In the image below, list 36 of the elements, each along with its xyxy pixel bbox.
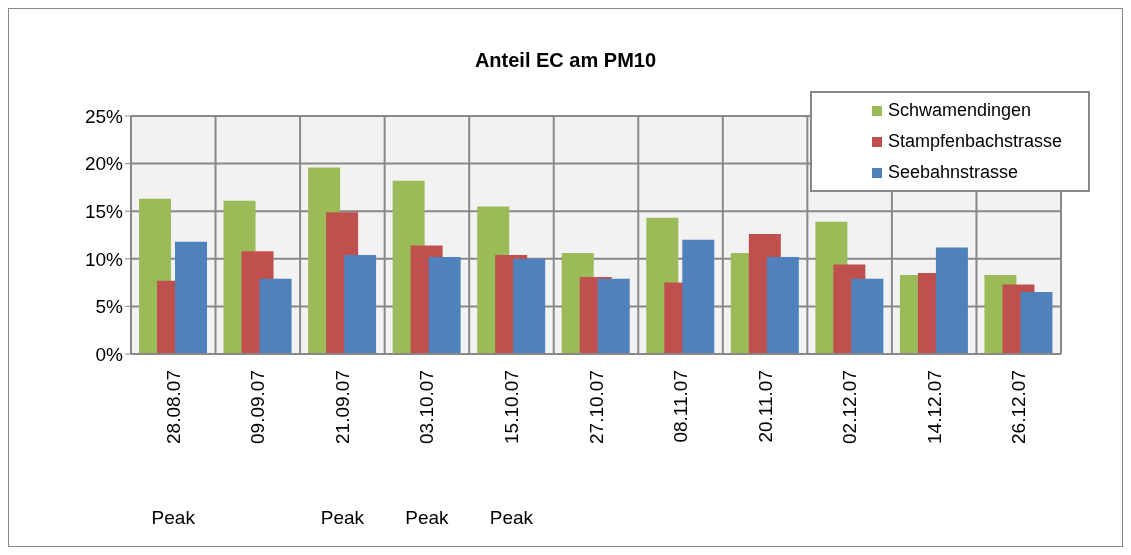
y-tick-label: 15% [84,200,124,222]
x-tick-label: 27.10.07 [585,370,607,444]
bar [513,258,546,354]
text: Peak [489,507,534,528]
legend-label: Stampfenbachstrasse [887,131,1062,152]
x-tick-label: 09.09.07 [247,370,269,444]
y-tick-label: 25% [84,105,124,127]
x-tick-label: 28.08.07 [162,370,184,444]
legend-label: Seebahnstrasse [887,162,1018,183]
bar [682,239,715,354]
y-tick-label: 5% [95,296,124,318]
bar [175,241,207,354]
legend-label: Schwamendingen [887,100,1032,121]
x-tick-label: 03.10.07 [416,370,438,444]
y-tick-label: 20% [84,153,124,175]
x-tick-label: 26.12.07 [1008,370,1030,444]
text: Peak [151,507,196,528]
bar [851,278,884,354]
bar [259,278,292,354]
text: Peak [405,507,450,528]
bar [428,256,461,354]
x-tick-label: 21.09.07 [331,370,353,444]
y-tick-label: 10% [84,248,124,270]
x-tick-label: 15.10.07 [500,370,522,444]
bar [344,254,377,354]
bar [597,278,630,354]
chart-title: Anteil EC am PM10 [473,49,658,72]
text: Peak [320,507,365,528]
bar [1020,292,1053,354]
y-tick-label: 0% [95,343,124,365]
bar [935,247,968,354]
x-tick-label: 20.11.07 [754,370,776,443]
bar [766,256,799,354]
x-tick-label: 08.11.07 [670,370,692,443]
x-tick-label: 02.12.07 [839,370,861,444]
x-tick-label: 14.12.07 [923,370,945,444]
